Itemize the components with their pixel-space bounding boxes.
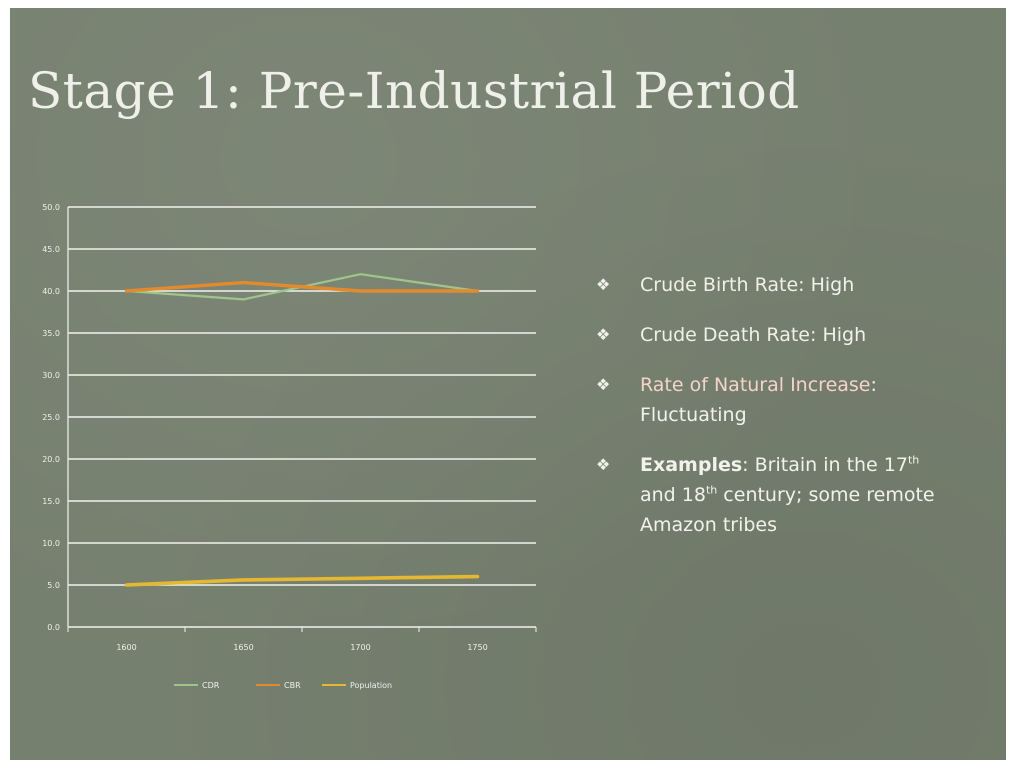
bullet-natural-increase: ❖ Rate of Natural Increase: Fluctuating xyxy=(590,370,990,430)
y-tick-label: 45.0 xyxy=(42,245,60,254)
chart-grid xyxy=(67,206,537,632)
bullet-value-part3: century; some remote Amazon tribes xyxy=(640,484,935,536)
diamond-cluster-icon: ❖ xyxy=(596,325,611,344)
bullet-value: High xyxy=(822,324,867,346)
x-tick-labels: 1600 1650 1700 1750 xyxy=(116,643,487,652)
bullet-value-part1: Britain in the 17 xyxy=(754,454,908,476)
bullet-crude-birth-rate: ❖ Crude Birth Rate: High xyxy=(590,270,990,300)
slide: Stage 1: Pre-Industrial Period 0.0 5.0 10.… xyxy=(10,8,1006,760)
x-tick-label: 1650 xyxy=(233,643,253,652)
diamond-cluster-icon: ❖ xyxy=(596,455,611,474)
x-tick-label: 1600 xyxy=(116,643,136,652)
slide-title: Stage 1: Pre-Industrial Period xyxy=(28,62,800,120)
y-tick-label: 35.0 xyxy=(42,329,60,338)
y-tick-label: 0.0 xyxy=(47,623,60,632)
y-tick-label: 20.0 xyxy=(42,455,60,464)
bullet-value: Fluctuating xyxy=(640,404,747,426)
chart-series xyxy=(124,273,480,587)
series-line-cbr xyxy=(124,280,480,293)
bullet-examples: ❖ Examples: Britain in the 17th and 18th… xyxy=(590,450,990,540)
line-chart: 0.0 5.0 10.0 15.0 20.0 25.0 30.0 35.0 40.0 45.0 50… xyxy=(42,203,537,690)
series-line-population xyxy=(124,574,480,587)
x-tick-label: 1700 xyxy=(350,643,370,652)
bullet-crude-death-rate: ❖ Crude Death Rate: High xyxy=(590,320,990,350)
chart-legend: CDR CBR Population xyxy=(174,681,392,690)
y-tick-label: 5.0 xyxy=(47,581,60,590)
diamond-cluster-icon: ❖ xyxy=(596,375,611,394)
y-tick-label: 10.0 xyxy=(42,539,60,548)
diamond-cluster-icon: ❖ xyxy=(596,275,611,294)
y-tick-label: 15.0 xyxy=(42,497,60,506)
y-tick-label: 25.0 xyxy=(42,413,60,422)
y-tick-label: 50.0 xyxy=(42,203,60,212)
y-tick-label: 30.0 xyxy=(42,371,60,380)
bullet-label: Crude Birth Rate xyxy=(640,274,799,296)
legend-label: CDR xyxy=(202,681,220,690)
superscript-th: th xyxy=(705,483,718,497)
bullet-label: Examples xyxy=(640,454,743,476)
bullet-label: Crude Death Rate xyxy=(640,324,810,346)
bullet-label: Rate of Natural Increase xyxy=(640,374,871,396)
bullet-list: ❖ Crude Birth Rate: High ❖ Crude Death R… xyxy=(590,270,990,560)
superscript-th: th xyxy=(907,453,920,467)
y-tick-labels: 0.0 5.0 10.0 15.0 20.0 25.0 30.0 35.0 40.0 45.0 50… xyxy=(42,203,60,632)
legend-label: CBR xyxy=(284,681,301,690)
x-tick-label: 1750 xyxy=(467,643,487,652)
bullet-value-part2: and 18 xyxy=(640,484,706,506)
y-tick-label: 40.0 xyxy=(42,287,60,296)
legend-label: Population xyxy=(350,681,392,690)
bullet-value: High xyxy=(810,274,855,296)
